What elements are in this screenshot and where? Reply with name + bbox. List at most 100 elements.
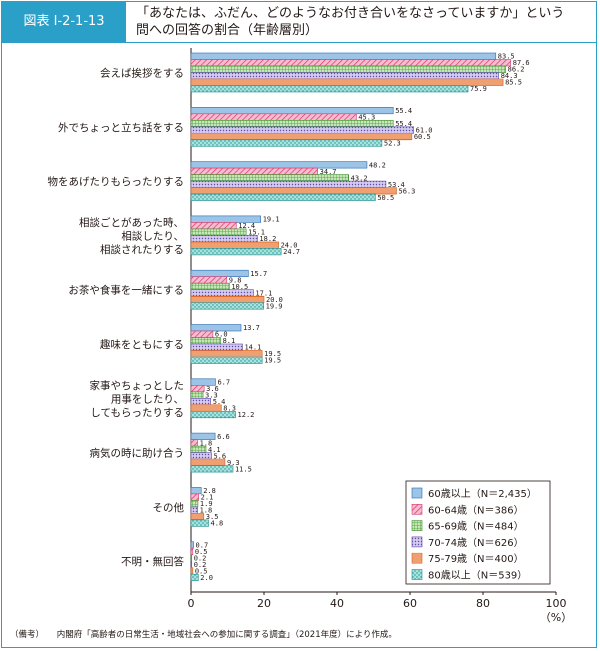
category-label: 物をあげたりもらったりする — [48, 175, 185, 188]
bar — [190, 72, 499, 80]
x-axis-unit-label: （%） — [540, 611, 572, 624]
legend-label: 75-79歳（N＝400） — [428, 553, 524, 565]
bar — [190, 445, 207, 453]
data-label: 34.7 — [320, 168, 337, 176]
data-label: 19.1 — [263, 216, 280, 224]
bar — [190, 452, 212, 460]
data-label: 50.5 — [377, 194, 394, 202]
data-label: 3.6 — [206, 385, 219, 393]
x-tick-label: 80 — [476, 597, 490, 610]
figure-title: 「あなたは、ふだん、どのようなお付き合いをなさっていますか」という 問への回答の… — [136, 5, 592, 39]
source-note: （備考） 内閣府「高齢者の日常生活・地域社会への参加に関する調査」（2021年度… — [10, 628, 397, 640]
data-label: 10.5 — [231, 283, 248, 291]
data-label: 13.7 — [243, 324, 260, 332]
data-label: 87.6 — [513, 59, 530, 67]
category-label: してもらったりする — [90, 407, 184, 419]
bar — [190, 289, 254, 297]
data-label: 56.3 — [398, 187, 415, 195]
category-label: 家事やちょっとした — [90, 379, 185, 392]
data-label: 14.1 — [244, 344, 261, 352]
legend-swatch — [411, 536, 423, 548]
data-label: 0.7 — [196, 541, 209, 549]
data-label: 6.7 — [217, 379, 230, 387]
bar — [190, 493, 199, 501]
note-text: 内閣府「高齢者の日常生活・地域社会への参加に関する調査」（2021年度）により作… — [56, 630, 397, 640]
bar — [190, 439, 198, 447]
figure-header: 図表 I-2-1-13 「あなたは、ふだん、どのようなお付き合いをなさっています… — [2, 2, 596, 43]
x-tick-label: 40 — [330, 597, 344, 610]
bar — [190, 139, 383, 147]
data-label: 19.5 — [264, 357, 281, 365]
bar — [190, 228, 247, 236]
title-line-1: 「あなたは、ふだん、どのようなお付き合いをなさっていますか」という — [136, 6, 565, 21]
category-label: 用事をしたり、 — [111, 392, 184, 405]
data-label: 6.0 — [215, 331, 228, 339]
data-label: 8.1 — [223, 337, 236, 345]
data-label: 55.4 — [395, 107, 412, 115]
bar — [190, 506, 198, 514]
bar — [190, 161, 368, 169]
data-label: 1.8 — [200, 439, 213, 447]
legend: 60歳以上（N＝2,435） 60-64歳（N＝386） 65-69歳（N＝484）… — [405, 480, 551, 585]
category-label: 会えば挨拶をする — [100, 67, 184, 80]
x-tick-label: 60 — [403, 597, 417, 610]
data-label: 55.4 — [395, 120, 412, 128]
data-label: 4.8 — [211, 520, 224, 528]
data-label: 2.8 — [203, 487, 216, 495]
data-label: 15.1 — [248, 229, 265, 237]
bar — [190, 59, 512, 67]
bar — [190, 85, 469, 93]
category-label: 相談ごとがあった時、 — [79, 216, 184, 229]
bar — [190, 410, 236, 419]
data-label: 19.5 — [264, 350, 281, 358]
data-label: 24.7 — [283, 248, 300, 256]
legend-label: 60-64歳（N＝386） — [428, 504, 524, 516]
x-tick-label: 100 — [546, 597, 567, 610]
bar — [190, 513, 205, 521]
legend-label: 80歳以上（N＝539） — [428, 570, 527, 582]
bar — [190, 113, 357, 121]
data-label: 85.5 — [505, 79, 522, 87]
bar — [190, 554, 193, 562]
legend-swatch — [411, 569, 423, 580]
category-label: 不明・無回答 — [121, 555, 184, 568]
category-label: 外でちょっと立ち話をする — [58, 121, 184, 134]
bar — [190, 519, 209, 527]
bar — [190, 187, 397, 195]
x-tick-label: 0 — [188, 597, 195, 610]
bar — [190, 465, 234, 473]
bar — [190, 52, 497, 60]
title-line-2: 問への回答の割合（年齢層別） — [136, 23, 319, 38]
bar — [190, 174, 349, 182]
bar — [190, 276, 228, 284]
data-label: 2.0 — [200, 574, 213, 582]
data-label: 84.3 — [501, 72, 518, 80]
legend-swatch — [411, 520, 423, 531]
bar — [190, 541, 194, 549]
bar — [190, 193, 376, 201]
data-label: 11.5 — [235, 465, 252, 473]
data-label: 8.3 — [223, 405, 236, 413]
data-label: 12.4 — [238, 222, 255, 230]
data-label: 60.5 — [414, 133, 431, 141]
bar — [190, 167, 318, 175]
bar — [190, 241, 279, 249]
bar — [190, 65, 506, 73]
x-tick-label: 20 — [257, 597, 271, 610]
bar — [190, 432, 216, 440]
bar — [190, 78, 504, 86]
bar — [190, 282, 230, 291]
bar — [190, 391, 204, 399]
bar — [190, 404, 222, 412]
legend-label: 70-74歳（N＝626） — [428, 537, 524, 549]
bar — [190, 547, 194, 556]
category-label: その他 — [153, 501, 185, 514]
data-label: 1.8 — [200, 507, 213, 515]
bar — [190, 337, 221, 345]
category-label: お茶や食事を一緒にする — [68, 284, 184, 297]
data-label: 75.9 — [470, 85, 487, 93]
bar — [190, 180, 387, 188]
bar — [190, 133, 413, 141]
data-label: 45.3 — [358, 114, 375, 122]
